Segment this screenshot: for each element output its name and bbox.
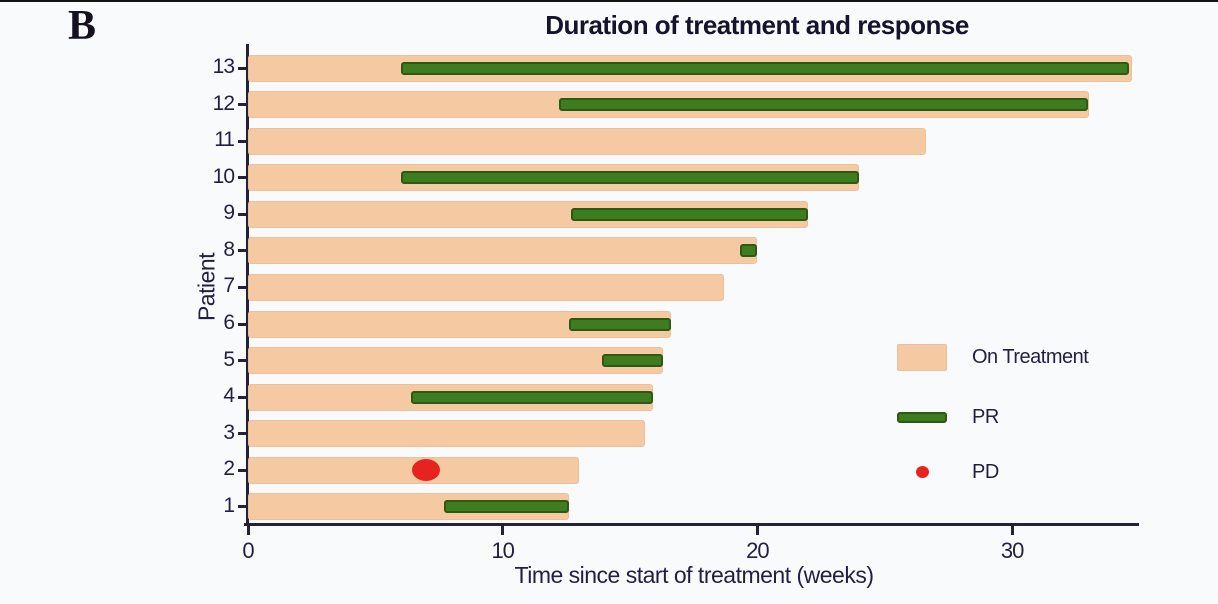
x-axis-title: Time since start of treatment (weeks) — [514, 562, 874, 588]
treatment-bar-patient-5 — [248, 347, 664, 375]
legend-label: PR — [972, 406, 999, 428]
x-tick-0 — [246, 526, 250, 535]
legend-label: PD — [972, 460, 999, 483]
pr-bar-patient-4 — [411, 390, 653, 404]
y-tick-4 — [238, 395, 247, 399]
y-tick-10 — [238, 176, 247, 180]
y-tick-6 — [238, 322, 247, 326]
x-axis-line — [244, 523, 1139, 526]
y-tick-label-9: 9 — [223, 201, 235, 225]
pr-bar-patient-12 — [558, 98, 1089, 112]
y-tick-2 — [238, 468, 247, 472]
legend-item-on-treatment: On Treatment — [897, 344, 1089, 371]
pr-bar-patient-9 — [571, 207, 809, 221]
pr-swatch — [897, 412, 947, 423]
y-tick-label-6: 6 — [223, 311, 235, 335]
x-tick-label-30: 30 — [1000, 538, 1025, 563]
pd-marker-patient-2 — [412, 459, 441, 482]
y-tick-12 — [238, 103, 247, 107]
x-tick-30 — [1010, 526, 1014, 535]
y-tick-label-10: 10 — [212, 164, 235, 188]
pr-bar-patient-10 — [400, 171, 860, 185]
pr-bar-patient-5 — [602, 354, 664, 368]
y-tick-label-8: 8 — [223, 237, 235, 261]
y-tick-label-4: 4 — [223, 384, 235, 408]
y-tick-5 — [238, 359, 247, 363]
y-tick-3 — [238, 432, 247, 436]
legend-item-pr: PR — [897, 406, 999, 428]
y-tick-label-13: 13 — [212, 55, 235, 78]
on-treatment-swatch — [897, 344, 947, 371]
pr-bar-patient-13 — [400, 61, 1130, 75]
y-tick-label-5: 5 — [223, 347, 235, 371]
y-tick-label-1: 1 — [223, 493, 235, 517]
y-tick-label-7: 7 — [223, 274, 235, 298]
x-tick-20 — [755, 526, 759, 535]
y-tick-11 — [238, 139, 247, 143]
x-tick-label-0: 0 — [242, 538, 254, 563]
y-axis-line — [246, 44, 249, 526]
pr-bar-patient-1 — [444, 500, 569, 514]
legend-label: On Treatment — [972, 346, 1089, 368]
y-tick-13 — [238, 66, 247, 70]
treatment-bar-patient-3 — [248, 420, 646, 448]
y-tick-label-12: 12 — [212, 91, 235, 115]
x-tick-label-20: 20 — [746, 538, 770, 563]
pd-swatch — [916, 466, 929, 478]
pr-bar-patient-6 — [568, 317, 671, 331]
figure-top-rule — [0, 0, 1218, 2]
treatment-bar-patient-7 — [248, 273, 725, 301]
panel-label: B — [68, 3, 97, 49]
y-tick-label-3: 3 — [223, 420, 235, 444]
y-tick-label-11: 11 — [214, 128, 235, 152]
y-tick-1 — [238, 505, 247, 509]
treatment-bar-patient-8 — [248, 237, 758, 265]
y-tick-label-2: 2 — [223, 457, 235, 481]
legend-item-pd: PD — [897, 461, 999, 483]
x-tick-10 — [501, 526, 505, 535]
y-tick-9 — [238, 212, 247, 216]
chart-title: Duration of treatment and response — [545, 10, 969, 40]
x-tick-label-10: 10 — [491, 538, 515, 563]
y-tick-7 — [238, 285, 247, 289]
pr-bar-patient-8 — [739, 244, 758, 258]
y-tick-8 — [238, 249, 247, 253]
treatment-bar-patient-11 — [248, 127, 926, 155]
